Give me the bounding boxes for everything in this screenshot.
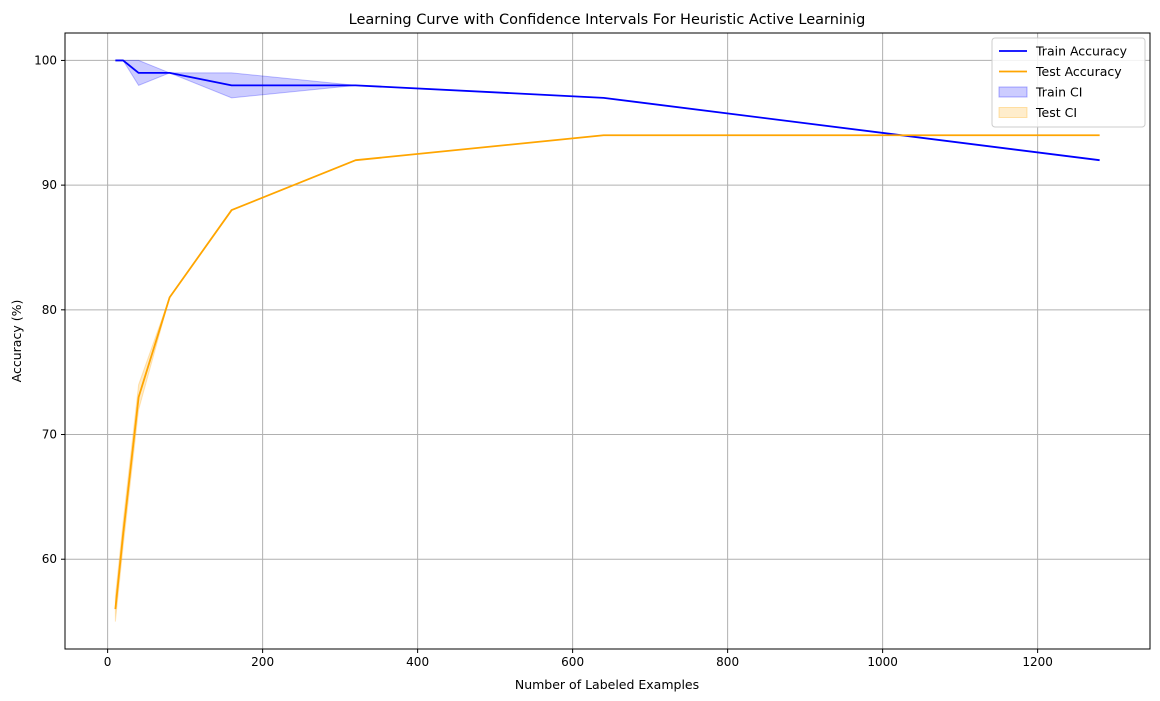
y-axis-label: Accuracy (%)	[9, 300, 24, 383]
legend-label: Test CI	[1035, 105, 1077, 120]
x-tick-label: 600	[561, 655, 584, 669]
series-lines	[114, 59, 1100, 610]
y-tick-label: 70	[42, 428, 57, 442]
series-line-test-accuracy	[114, 134, 1100, 610]
x-tick-label: 1200	[1022, 655, 1053, 669]
series-line-train-accuracy	[115, 59, 1100, 162]
x-tick-label: 200	[251, 655, 274, 669]
y-tick-label: 90	[42, 178, 57, 192]
x-tick-label: 0	[104, 655, 112, 669]
legend-label: Test Accuracy	[1035, 64, 1122, 79]
y-tick-label: 60	[42, 552, 57, 566]
legend-label: Train Accuracy	[1035, 44, 1128, 59]
legend-box	[991, 37, 1146, 128]
axis-ticks: 0 200 400 600 800 1000 1200 60 70 80 90 100	[34, 53, 1053, 669]
y-tick-label: 100	[34, 53, 57, 67]
x-tick-label: 400	[406, 655, 429, 669]
legend-swatch-band	[998, 107, 1028, 118]
x-axis-label: Number of Labeled Examples	[515, 677, 699, 692]
chart-title: Learning Curve with Confidence Intervals…	[349, 12, 866, 28]
plot-frame	[64, 32, 1151, 650]
x-tick-label: 800	[716, 655, 739, 669]
legend-label: Train CI	[1035, 85, 1082, 100]
y-tick-label: 80	[42, 303, 57, 317]
legend-swatch-band	[998, 86, 1028, 98]
legend: Train Accuracy Test Accuracy Train CI Test …	[991, 37, 1146, 128]
x-tick-label: 1000	[867, 655, 898, 669]
